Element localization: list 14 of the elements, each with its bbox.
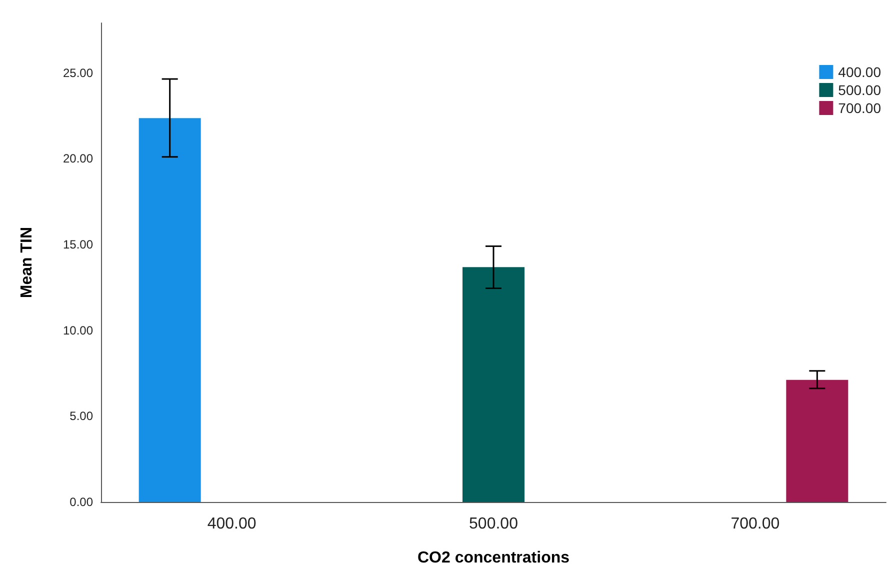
y-tick-label: 15.00 <box>62 237 94 252</box>
x-tick-label: 500.00 <box>469 516 518 532</box>
y-tick-label: 5.00 <box>70 409 94 424</box>
y-tick-label: 25.00 <box>62 66 94 80</box>
y-tick-label: 20.00 <box>62 152 94 166</box>
legend-label: 400.00 <box>838 64 882 80</box>
legend-label: 500.00 <box>838 82 882 98</box>
y-axis-title: Mean TIN <box>18 226 36 298</box>
legend-label: 700.00 <box>838 100 882 116</box>
y-tick-label: 0.00 <box>70 495 94 509</box>
x-tick-label: 700.00 <box>730 516 780 532</box>
y-tick-label: 10.00 <box>62 323 94 338</box>
x-axis-title: CO2 concentrations <box>417 550 570 566</box>
x-tick-label: 400.00 <box>207 516 256 532</box>
